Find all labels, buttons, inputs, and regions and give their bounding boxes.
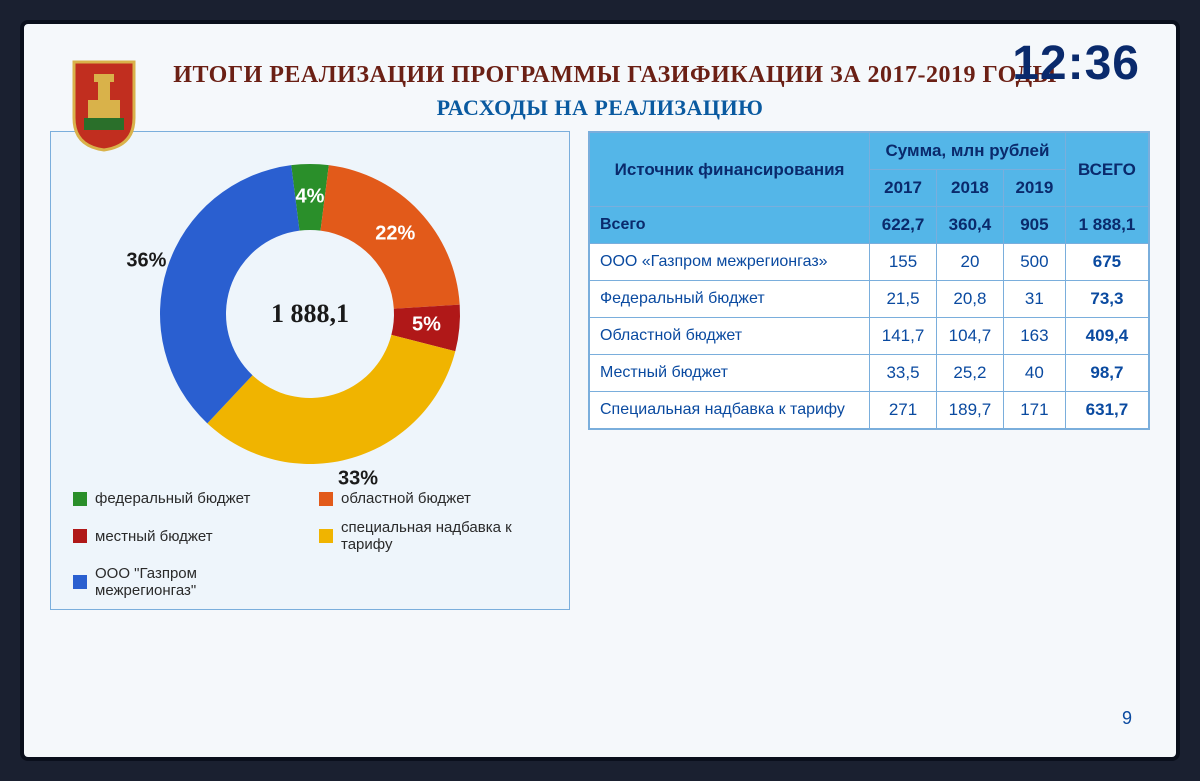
row-label: Федеральный бюджет [590, 281, 870, 318]
legend-swatch [73, 529, 87, 543]
table-row: Местный бюджет33,525,24098,7 [590, 355, 1149, 392]
cell: 155 [870, 244, 937, 281]
table-row: Специальная надбавка к тарифу271189,7171… [590, 392, 1149, 429]
cell: 271 [870, 392, 937, 429]
cell: 21,5 [870, 281, 937, 318]
table-row: ООО «Газпром межрегионгаз»15520500675 [590, 244, 1149, 281]
cell: 40 [1003, 355, 1065, 392]
cell: 1 888,1 [1065, 207, 1148, 244]
page-subtitle: РАСХОДЫ НА РЕАЛИЗАЦИЮ [50, 95, 1150, 121]
content-row: 1 888,1 4% 22% 5% 33% 36% федеральный бюджет… [50, 131, 1150, 610]
legend-item: местный бюджет [73, 519, 301, 553]
table-row: Областной бюджет141,7104,7163409,4 [590, 318, 1149, 355]
slide: 12:36 ИТОГИ РЕАЛИЗАЦИИ ПРОГРАММЫ ГАЗИФИК… [20, 20, 1180, 761]
slice-label: 4% [296, 186, 325, 209]
row-label: ООО «Газпром межрегионгаз» [590, 244, 870, 281]
legend-swatch [73, 575, 87, 589]
total-row-label: Всего [590, 207, 870, 244]
legend-label: ООО "Газпром межрегионгаз" [95, 565, 301, 599]
cell: 25,2 [936, 355, 1003, 392]
legend-item: специальная надбавка к тарифу [319, 519, 547, 553]
cell: 500 [1003, 244, 1065, 281]
cell: 163 [1003, 318, 1065, 355]
legend-swatch [319, 529, 333, 543]
th-year: 2017 [870, 170, 937, 207]
slice-label: 22% [375, 222, 415, 245]
legend-label: местный бюджет [95, 528, 213, 545]
row-label: Областной бюджет [590, 318, 870, 355]
clock: 12:36 [1012, 36, 1140, 91]
cell: 33,5 [870, 355, 937, 392]
donut-chart: 1 888,1 4%22%5%33%36% [150, 154, 470, 474]
legend-item: федеральный бюджет [73, 490, 301, 507]
chart-legend: федеральный бюджет областной бюджет местны… [63, 486, 557, 599]
th-sum: Сумма, млн рублей [870, 133, 1066, 170]
slice-label: 5% [412, 314, 441, 337]
th-source: Источник финансиро­вания [590, 133, 870, 207]
funding-table: Источник финансиро­вания Сумма, млн рубл… [589, 132, 1149, 429]
th-year: 2018 [936, 170, 1003, 207]
page-number: 9 [1122, 708, 1132, 729]
donut-chart-panel: 1 888,1 4% 22% 5% 33% 36% федеральный бюджет… [50, 131, 570, 610]
cell: 20,8 [936, 281, 1003, 318]
donut-slice [207, 335, 455, 464]
slice-label: 33% [338, 468, 378, 491]
donut-center-value: 1 888,1 [271, 299, 349, 329]
row-label: Местный бюджет [590, 355, 870, 392]
legend-label: областной бюджет [341, 490, 471, 507]
row-label: Специальная надбавка к тарифу [590, 392, 870, 429]
table-total-row: Всего622,7360,49051 888,1 [590, 207, 1149, 244]
cell: 141,7 [870, 318, 937, 355]
donut-slice [160, 165, 299, 423]
slice-label: 36% [126, 249, 166, 272]
th-year: 2019 [1003, 170, 1065, 207]
cell: 98,7 [1065, 355, 1148, 392]
th-total: ВСЕГО [1065, 133, 1148, 207]
cell: 171 [1003, 392, 1065, 429]
cell: 622,7 [870, 207, 937, 244]
cell: 675 [1065, 244, 1148, 281]
legend-swatch [73, 492, 87, 506]
legend-item: областной бюджет [319, 490, 547, 507]
cell: 631,7 [1065, 392, 1148, 429]
legend-item: ООО "Газпром межрегионгаз" [73, 565, 301, 599]
cell: 189,7 [936, 392, 1003, 429]
funding-table-panel: Источник финансиро­вания Сумма, млн рубл… [588, 131, 1150, 430]
page-title: ИТОГИ РЕАЛИЗАЦИИ ПРОГРАММЫ ГАЗИФИКАЦИИ З… [160, 62, 1070, 89]
cell: 73,3 [1065, 281, 1148, 318]
region-emblem [70, 60, 138, 152]
cell: 20 [936, 244, 1003, 281]
cell: 360,4 [936, 207, 1003, 244]
legend-label: специальная надбавка к тарифу [341, 519, 547, 553]
cell: 409,4 [1065, 318, 1148, 355]
legend-label: федеральный бюджет [95, 490, 250, 507]
cell: 905 [1003, 207, 1065, 244]
cell: 104,7 [936, 318, 1003, 355]
cell: 31 [1003, 281, 1065, 318]
table-row: Федеральный бюджет21,520,83173,3 [590, 281, 1149, 318]
legend-swatch [319, 492, 333, 506]
